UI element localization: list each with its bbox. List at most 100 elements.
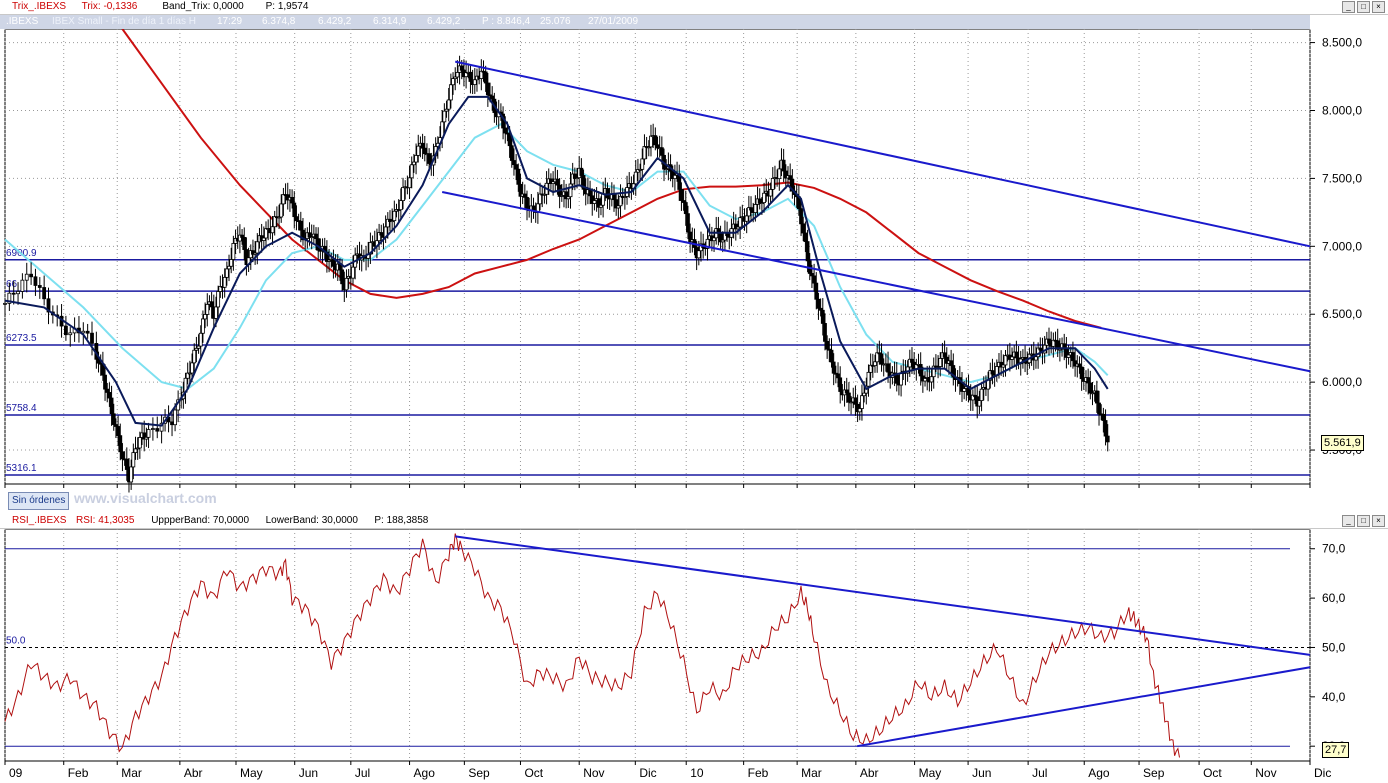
candle-body <box>409 164 414 179</box>
candle-body <box>944 356 949 364</box>
candle-body <box>873 361 877 366</box>
candle-body <box>314 233 318 240</box>
rsi-legend-part-4: P: 188,3858 <box>374 515 429 526</box>
candle-body <box>216 291 221 308</box>
candle-body <box>281 194 286 205</box>
support-level-label-4: 5316.1 <box>6 463 37 474</box>
candle-body <box>261 237 266 241</box>
price-window-buttons: _ □ × <box>1342 1 1385 13</box>
candle-body <box>1055 340 1060 350</box>
candle-body <box>490 95 495 100</box>
minimize-icon[interactable]: _ <box>1342 1 1355 13</box>
candle-body <box>831 361 836 374</box>
x-axis-month-label: Mar <box>121 766 142 780</box>
candle-body <box>485 82 490 96</box>
candle-body <box>240 234 244 238</box>
price-plot-area <box>4 29 1311 485</box>
candle-body <box>829 349 834 363</box>
candle-body <box>340 269 345 285</box>
candle-body <box>990 370 995 375</box>
minimize-icon[interactable]: _ <box>1342 515 1355 527</box>
candle-body <box>736 226 740 230</box>
x-axis-month-label: Ago <box>1088 766 1110 780</box>
quote-high: 6.429,2 <box>318 16 352 27</box>
price-legend-part-0: Trix_.IBEXS <box>12 1 67 12</box>
candle-body <box>572 173 577 179</box>
candle-body <box>155 428 160 432</box>
candle-body <box>777 168 782 180</box>
candle-body <box>799 208 803 225</box>
candle-body <box>107 392 112 399</box>
price-y-tick-label: 7.000,0 <box>1322 239 1362 253</box>
candle-body <box>1077 363 1082 368</box>
candle-body <box>566 196 571 200</box>
candle-body <box>144 436 149 440</box>
quote-open: 6.374,8 <box>262 16 296 27</box>
candle-body <box>516 168 521 185</box>
rsi-y-tick-label: 50,0 <box>1322 640 1346 654</box>
maximize-icon[interactable]: □ <box>1357 1 1370 13</box>
candle-body <box>459 65 464 71</box>
candle-body <box>185 372 190 379</box>
orders-status-button[interactable]: Sin órdenes <box>8 492 70 510</box>
price-chart[interactable]: 5.500,06.000,06.500,07.000,07.500,08.000… <box>0 29 1388 513</box>
candle-body <box>351 266 355 279</box>
candle-body <box>988 370 993 381</box>
candle-body <box>686 213 690 233</box>
candle-body <box>307 232 312 238</box>
candle-body <box>279 203 284 218</box>
candle-body <box>733 223 738 230</box>
candle-body <box>133 448 138 454</box>
symbol-description: IBEX Small - Fin de día 1 días H <box>52 16 196 27</box>
price-y-tick-label: 6.000,0 <box>1322 375 1362 389</box>
candle-body <box>929 376 934 383</box>
candle-body <box>605 188 610 199</box>
candle-body <box>664 168 669 171</box>
candle-body <box>636 169 640 173</box>
candle-body <box>1034 356 1038 361</box>
rsi-y-tick-label: 60,0 <box>1322 591 1346 605</box>
quote-time: 17:29 <box>217 16 243 27</box>
close-icon[interactable]: × <box>1372 1 1385 13</box>
price-y-tick-label: 6.500,0 <box>1322 307 1362 321</box>
candle-body <box>770 177 775 190</box>
candle-body <box>46 298 51 313</box>
close-icon[interactable]: × <box>1372 515 1385 527</box>
candle-body <box>642 146 647 160</box>
moving-average-dark <box>4 95 1109 427</box>
candle-body <box>738 217 743 228</box>
x-axis-month-label: Oct <box>524 766 543 780</box>
candle-body <box>1073 360 1077 367</box>
candle-body <box>646 146 651 149</box>
candle-body <box>614 199 619 209</box>
candle-body <box>525 196 529 210</box>
candle-body <box>538 193 542 205</box>
candle-body <box>3 302 7 305</box>
candle-body <box>801 223 806 234</box>
x-axis-month-label: 10 <box>690 766 704 780</box>
maximize-icon[interactable]: □ <box>1357 515 1370 527</box>
candle-body <box>379 232 384 236</box>
x-axis-month-label: Nov <box>1255 766 1276 780</box>
candle-body <box>612 194 616 201</box>
quote-low: 6.314,9 <box>373 16 407 27</box>
rsi-chart[interactable]: 30,040,050,060,070,050.009FebMarAbrMayJu… <box>0 529 1388 783</box>
candle-body <box>392 210 397 222</box>
x-axis-month-label: Jul <box>355 766 370 780</box>
candle-body <box>1071 352 1075 362</box>
price-legend-part-1: Trix: -0,1336 <box>81 1 138 12</box>
candle-body <box>277 216 281 219</box>
candle-body <box>455 71 460 78</box>
rsi-y-tick-label: 70,0 <box>1322 542 1346 556</box>
candle-body <box>468 71 473 82</box>
candle-body <box>820 309 825 324</box>
candle-body <box>816 298 821 309</box>
candle-body <box>592 200 597 204</box>
candle-body <box>836 373 840 379</box>
candle-body <box>1103 420 1108 437</box>
candle-body <box>472 79 477 86</box>
candle-body <box>1064 348 1069 358</box>
candle-body <box>744 215 749 222</box>
candle-body <box>862 392 867 397</box>
current-price-badge: 5.561,9 <box>1321 435 1364 451</box>
